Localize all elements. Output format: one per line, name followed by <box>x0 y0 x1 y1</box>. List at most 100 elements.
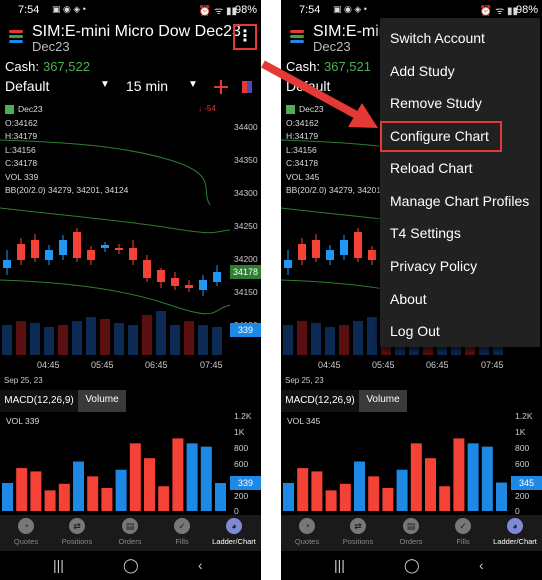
volume-bar <box>354 461 365 511</box>
status-time: 7:54 <box>299 4 321 16</box>
phone-screen-left: 7:54 ▣ ◉ ◈ • ⏰ ᯤ ▮▮ 98% SIM:E-mini Micro… <box>0 0 261 580</box>
menu-item-t4-settings[interactable]: T4 Settings <box>390 225 461 241</box>
price-tick: 34250 <box>234 221 258 231</box>
status-time: 7:54 <box>18 4 40 16</box>
flag-icon[interactable] <box>242 81 252 93</box>
nav-fills[interactable]: ✓ Fills <box>157 518 207 546</box>
status-bar: 7:54 ▣ ◉ ◈ • ⏰ ᯤ ▮▮ 98% <box>0 0 261 22</box>
quotes-icon: ◔ <box>18 518 34 534</box>
crosshair-icon[interactable] <box>214 80 228 94</box>
layout-select[interactable]: Default <box>5 78 50 94</box>
menu-item-reload-chart[interactable]: Reload Chart <box>390 160 473 176</box>
nav-quotes[interactable]: ◔ Quotes <box>1 518 51 546</box>
chart-date: Sep 25, 23 <box>285 376 324 385</box>
nav-positions-label: Positions <box>342 537 374 546</box>
chevron-down-icon[interactable]: ▼ <box>188 79 198 90</box>
ohlc-open: O:34162 <box>286 117 319 128</box>
volume-tick: 200 <box>515 491 530 501</box>
cash-label: Cash: <box>286 59 320 74</box>
chevron-down-icon[interactable]: ▼ <box>100 79 110 90</box>
battery-level: 98% <box>234 4 257 16</box>
volume-overlay-bar <box>16 321 26 355</box>
time-tick: 04:45 <box>37 360 60 370</box>
home-icon[interactable]: ◯ <box>123 557 139 573</box>
tab-macd[interactable]: MACD(12,26,9) <box>281 390 359 412</box>
candle-body <box>326 250 334 260</box>
nav-ladder-chart[interactable]: ◕ Ladder/Chart <box>490 518 540 546</box>
tab-volume[interactable]: Volume <box>78 390 126 412</box>
image-divider <box>261 0 281 580</box>
nav-ladder-chart[interactable]: ◕ Ladder/Chart <box>209 518 259 546</box>
nav-orders-label: Orders <box>399 537 423 546</box>
menu-item-manage-chart-profiles[interactable]: Manage Chart Profiles <box>390 193 530 209</box>
menu-item-log-out[interactable]: Log Out <box>390 323 440 339</box>
volume-value-tag: 339 <box>230 476 261 490</box>
overflow-menu-icon[interactable]: ⋮ <box>233 24 257 50</box>
nav-orders[interactable]: ▤ Orders <box>105 518 155 546</box>
recent-apps-icon[interactable]: ||| <box>334 557 345 573</box>
positions-icon: ⇄ <box>350 518 366 534</box>
candle-body <box>31 240 39 258</box>
volume-bar <box>215 483 226 511</box>
notification-icons: ▣ ◉ ◈ • <box>333 4 367 14</box>
candle-body <box>354 232 362 258</box>
nav-orders[interactable]: ▤ Orders <box>386 518 436 546</box>
series-swatch <box>286 105 295 115</box>
volume-bar <box>283 482 294 511</box>
price-chart[interactable] <box>0 100 261 370</box>
ohlc-symbol: Dec23 <box>299 104 324 114</box>
volume-overlay-bar <box>325 327 335 355</box>
orders-icon: ▤ <box>403 518 419 534</box>
menu-item-about[interactable]: About <box>390 291 427 307</box>
ladder-chart-icon: ◕ <box>507 518 523 534</box>
fills-icon: ✓ <box>174 518 190 534</box>
time-tick: 05:45 <box>91 360 114 370</box>
volume-bar <box>115 469 127 511</box>
nav-quotes-label: Quotes <box>294 537 320 546</box>
interval-select[interactable]: 15 min <box>126 78 169 94</box>
volume-readout: VOL 339 <box>6 416 40 426</box>
ohlc-symbol: Dec23 <box>18 104 43 114</box>
nav-quotes[interactable]: ◔ Quotes <box>282 518 332 546</box>
nav-fills-label: Fills <box>175 537 189 546</box>
volume-tick: 1.2K <box>515 411 533 421</box>
volume-bar <box>396 469 408 511</box>
contract-subtitle: Dec23 <box>313 39 351 54</box>
menu-item-switch-account[interactable]: Switch Account <box>390 30 485 46</box>
tab-macd[interactable]: MACD(12,26,9) <box>0 390 78 412</box>
chart-date: Sep 25, 23 <box>4 376 43 385</box>
tab-volume[interactable]: Volume <box>359 390 407 412</box>
nav-fills[interactable]: ✓ Fills <box>438 518 488 546</box>
app-header: SIM:E-mini Micro Dow Dec23 Dec23 ⋮ <box>0 22 261 55</box>
volume-bar <box>368 476 380 511</box>
home-icon[interactable]: ◯ <box>404 557 420 573</box>
back-icon[interactable]: ‹ <box>479 557 484 573</box>
volume-tick: 1K <box>515 427 526 437</box>
contract-title[interactable]: SIM:E-mini Micro Dow Dec23 <box>32 23 241 40</box>
volume-tick: 800 <box>515 443 530 453</box>
candle-body <box>101 245 109 248</box>
app-logo-icon <box>9 28 23 50</box>
candle-body <box>129 248 137 260</box>
back-icon[interactable]: ‹ <box>198 557 203 573</box>
nav-positions[interactable]: ⇄ Positions <box>52 518 102 546</box>
menu-item-add-study[interactable]: Add Study <box>390 63 455 79</box>
volume-bar <box>172 438 184 511</box>
candle-body <box>213 272 221 282</box>
price-tick: 34350 <box>234 155 258 165</box>
cash-display: Cash: 367,521 <box>286 59 371 74</box>
volume-tick: 0 <box>515 506 520 516</box>
menu-item-remove-study[interactable]: Remove Study <box>390 95 482 111</box>
signal-icons: ⏰ ᯤ ▮▮ <box>198 6 237 17</box>
volume-overlay-bar <box>114 323 124 355</box>
menu-item-configure-chart[interactable]: Configure Chart <box>390 128 489 144</box>
layout-select[interactable]: Default <box>286 78 331 94</box>
volume-bar <box>453 438 465 511</box>
volume-overlay-bar <box>128 325 138 355</box>
candle-body <box>171 278 179 286</box>
menu-item-privacy-policy[interactable]: Privacy Policy <box>390 258 478 274</box>
nav-positions[interactable]: ⇄ Positions <box>333 518 383 546</box>
candle-body <box>298 244 306 260</box>
recent-apps-icon[interactable]: ||| <box>53 557 64 573</box>
volume-overlay-bar <box>142 315 152 355</box>
